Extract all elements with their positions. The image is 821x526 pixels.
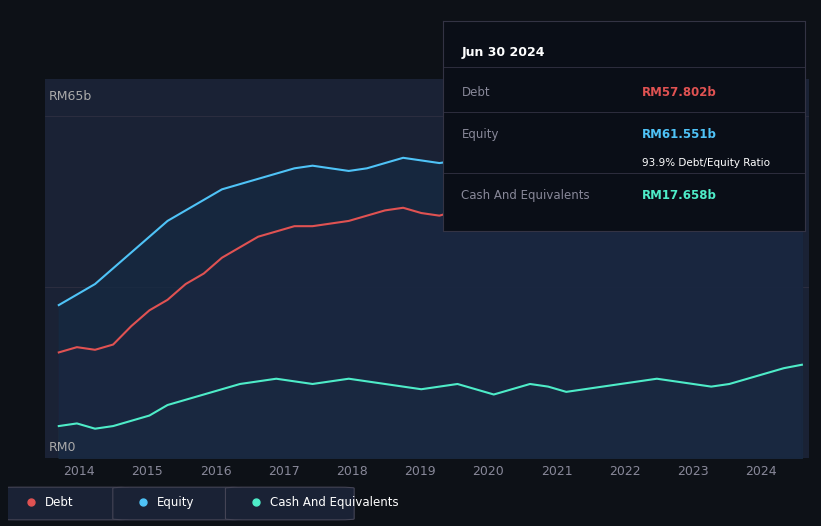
Text: RM57.802b: RM57.802b <box>642 86 717 99</box>
Text: Debt: Debt <box>461 86 490 99</box>
FancyBboxPatch shape <box>0 487 129 520</box>
Text: 93.9% Debt/Equity Ratio: 93.9% Debt/Equity Ratio <box>642 158 770 168</box>
Text: Cash And Equivalents: Cash And Equivalents <box>269 496 398 509</box>
Text: Jun 30 2024: Jun 30 2024 <box>461 46 545 59</box>
Text: RM17.658b: RM17.658b <box>642 189 717 203</box>
Text: RM65b: RM65b <box>49 90 92 103</box>
Text: RM0: RM0 <box>49 441 76 454</box>
Text: Debt: Debt <box>44 496 73 509</box>
Text: Cash And Equivalents: Cash And Equivalents <box>461 189 590 203</box>
FancyBboxPatch shape <box>226 487 354 520</box>
Text: Equity: Equity <box>461 128 499 141</box>
FancyBboxPatch shape <box>112 487 241 520</box>
Text: RM61.551b: RM61.551b <box>642 128 717 141</box>
Text: Equity: Equity <box>157 496 195 509</box>
